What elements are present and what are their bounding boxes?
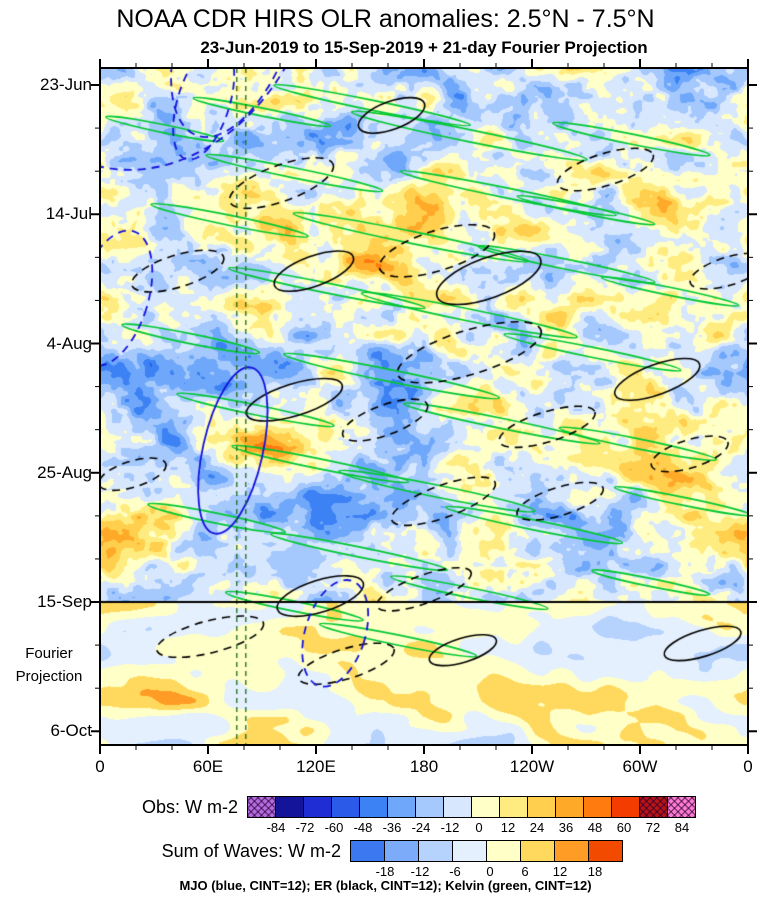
colorbar-tick-label: 84 xyxy=(674,820,690,835)
obs-colorbar xyxy=(247,796,711,818)
colorbar-tick-label: 0 xyxy=(486,864,494,879)
y-tick-label: 15-Sep xyxy=(37,592,92,612)
colorbar-tick-label: 36 xyxy=(558,820,574,835)
colorbar-tick-label: 24 xyxy=(529,820,545,835)
colorbar-cell xyxy=(247,796,276,818)
colorbar-cell xyxy=(443,796,472,818)
waves-colorbar xyxy=(350,840,630,862)
colorbar-tick-label: 12 xyxy=(500,820,516,835)
colorbar-tick-label: -6 xyxy=(449,864,461,879)
colorbar-cell xyxy=(554,840,589,862)
colorbar-tick-label: -18 xyxy=(375,864,395,879)
colorbar-tick-label: -60 xyxy=(324,820,344,835)
obs-colorbar-label: Obs: W m-2 xyxy=(141,797,238,817)
hovmoller-plot-canvas xyxy=(100,68,748,745)
fourier-projection-label-line1: Fourier xyxy=(25,645,73,662)
colorbar-tick-label: 6 xyxy=(521,864,529,879)
colorbar-cell xyxy=(387,796,416,818)
colorbar-cell xyxy=(452,840,487,862)
y-tick-label: 4-Aug xyxy=(46,333,92,353)
colorbar-cell xyxy=(639,796,668,818)
x-tick-label: 60E xyxy=(192,757,224,776)
colorbar-cell xyxy=(471,796,500,818)
x-tick-label: 0 xyxy=(95,757,105,776)
fourier-projection-label-line2: Projection xyxy=(15,668,83,685)
colorbar-cell xyxy=(384,840,419,862)
colorbar-cell xyxy=(520,840,555,862)
colorbar-cell xyxy=(415,796,444,818)
contour-legend-caption: MJO (blue, CINT=12); ER (black, CINT=12)… xyxy=(179,878,592,893)
colorbar-cell xyxy=(583,796,612,818)
colorbar-tick-label: -36 xyxy=(382,820,402,835)
colorbar-tick-label: 48 xyxy=(587,820,603,835)
colorbar-cell xyxy=(418,840,453,862)
colorbar-tick-label: 12 xyxy=(552,864,568,879)
colorbar-tick-label: -72 xyxy=(295,820,315,835)
x-tick-label: 60W xyxy=(622,757,658,776)
colorbar-cell xyxy=(331,796,360,818)
colorbar-tick-label: -12 xyxy=(410,864,430,879)
colorbar-tick-label: -12 xyxy=(440,820,460,835)
y-tick-label: 25-Aug xyxy=(37,462,92,482)
colorbar-tick-label: 18 xyxy=(587,864,603,879)
colorbar-tick-label: -24 xyxy=(411,820,431,835)
x-tick-label: 120E xyxy=(296,757,336,776)
chart-title: NOAA CDR HIRS OLR anomalies: 2.5°N - 7.5… xyxy=(116,5,655,33)
x-tick-label: 180 xyxy=(409,757,439,776)
waves-colorbar-label: Sum of Waves: W m-2 xyxy=(161,841,341,861)
colorbar-cell xyxy=(486,840,521,862)
colorbar-tick-label: 72 xyxy=(645,820,661,835)
colorbar-tick-label: -84 xyxy=(266,820,286,835)
y-tick-label: 14-Jul xyxy=(45,204,92,224)
colorbar-cell xyxy=(303,796,332,818)
x-tick-label: 120W xyxy=(509,757,555,776)
y-tick-label: 6-Oct xyxy=(50,721,92,741)
colorbar-cell xyxy=(527,796,556,818)
y-tick-label: 23-Jun xyxy=(40,75,92,94)
colorbar-cell xyxy=(359,796,388,818)
colorbar-cell xyxy=(499,796,528,818)
colorbar-cell xyxy=(667,796,696,818)
colorbar-cell xyxy=(275,796,304,818)
colorbar-cell xyxy=(350,840,385,862)
colorbar-cell xyxy=(588,840,623,862)
chart-subtitle: 23-Jun-2019 to 15-Sep-2019 + 21-day Four… xyxy=(200,38,648,57)
colorbar-cell xyxy=(555,796,584,818)
colorbar-tick-label: 60 xyxy=(616,820,632,835)
x-tick-label: 0 xyxy=(743,757,753,776)
colorbar-tick-label: -48 xyxy=(353,820,373,835)
colorbar-tick-label: 0 xyxy=(475,820,483,835)
colorbar-cell xyxy=(611,796,640,818)
